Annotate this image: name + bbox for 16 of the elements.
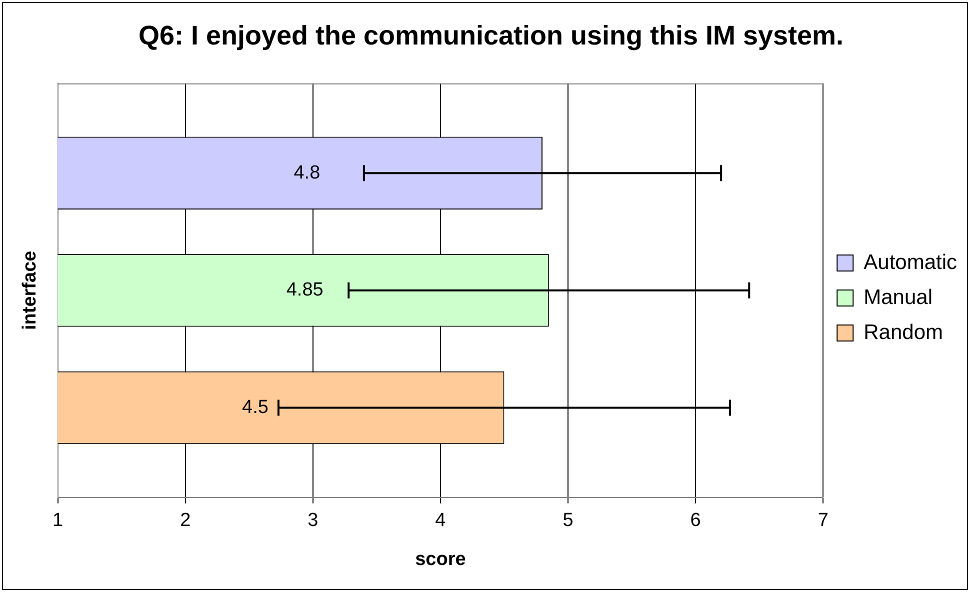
data-label: 4.8 xyxy=(294,162,320,184)
legend-label: Manual xyxy=(864,286,933,309)
data-label: 4.5 xyxy=(242,396,268,418)
x-tick-label: 6 xyxy=(690,510,701,532)
x-tick-label: 7 xyxy=(818,510,828,532)
y-axis-title: interface xyxy=(20,250,41,330)
x-tick-label: 2 xyxy=(180,510,191,532)
x-axis-title: score xyxy=(415,548,466,570)
legend-label: Automatic xyxy=(864,250,958,274)
data-label: 4.85 xyxy=(286,280,324,301)
x-tick-label: 5 xyxy=(562,510,574,532)
legend-label: Random xyxy=(864,320,944,344)
x-tick-label: 4 xyxy=(435,510,446,532)
x-tick-label: 3 xyxy=(308,510,318,532)
chart-title: Q6: I enjoyed the communication using this IM system. xyxy=(138,20,844,51)
x-tick-label: 1 xyxy=(52,510,64,532)
